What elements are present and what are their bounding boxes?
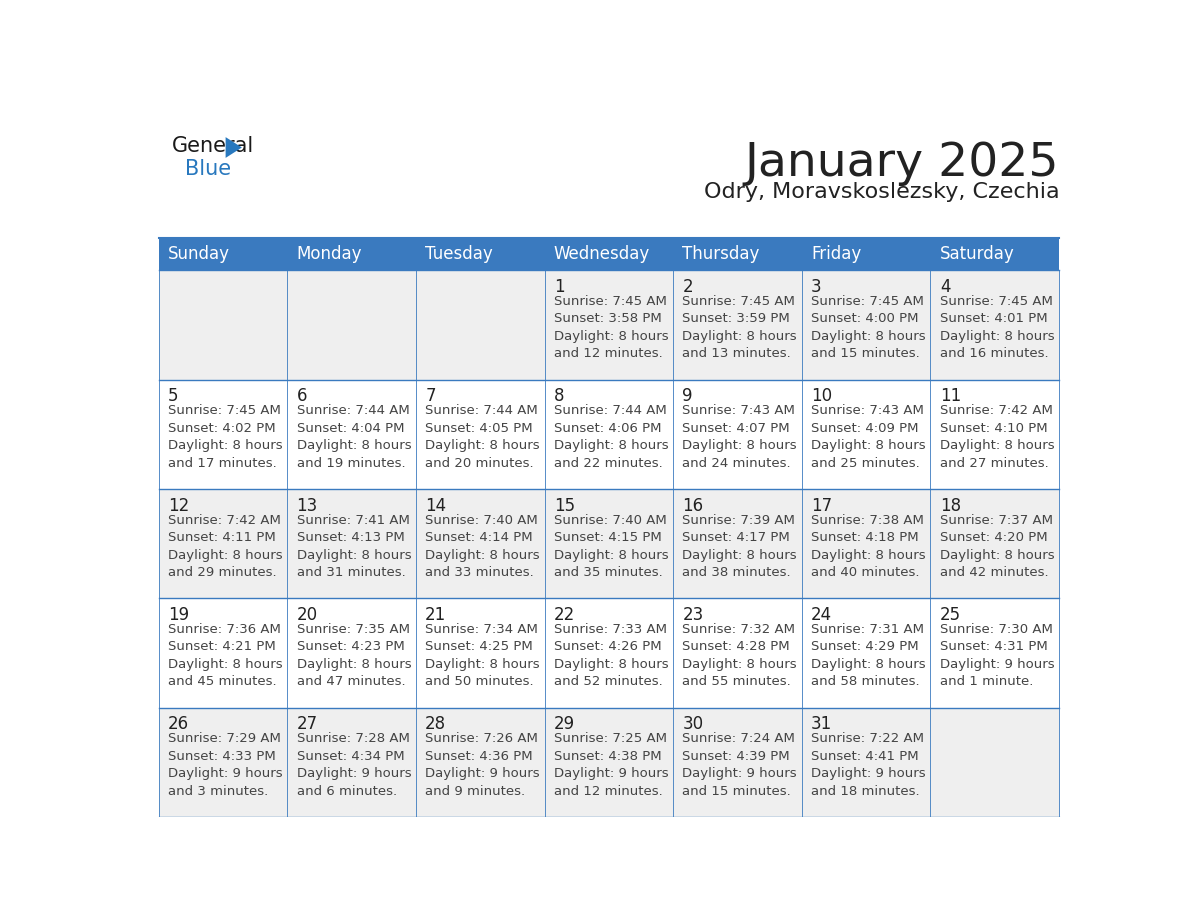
Text: Sunrise: 7:35 AM
Sunset: 4:23 PM
Daylight: 8 hours
and 47 minutes.: Sunrise: 7:35 AM Sunset: 4:23 PM Dayligh… bbox=[297, 623, 411, 688]
Text: 17: 17 bbox=[811, 497, 833, 515]
Text: Sunrise: 7:45 AM
Sunset: 3:59 PM
Daylight: 8 hours
and 13 minutes.: Sunrise: 7:45 AM Sunset: 3:59 PM Dayligh… bbox=[682, 295, 797, 361]
Text: Sunrise: 7:39 AM
Sunset: 4:17 PM
Daylight: 8 hours
and 38 minutes.: Sunrise: 7:39 AM Sunset: 4:17 PM Dayligh… bbox=[682, 514, 797, 579]
Text: 7: 7 bbox=[425, 387, 436, 406]
Text: Sunrise: 7:24 AM
Sunset: 4:39 PM
Daylight: 9 hours
and 15 minutes.: Sunrise: 7:24 AM Sunset: 4:39 PM Dayligh… bbox=[682, 733, 797, 798]
Text: Sunrise: 7:41 AM
Sunset: 4:13 PM
Daylight: 8 hours
and 31 minutes.: Sunrise: 7:41 AM Sunset: 4:13 PM Dayligh… bbox=[297, 514, 411, 579]
Text: Blue: Blue bbox=[185, 159, 230, 179]
Text: Sunrise: 7:45 AM
Sunset: 3:58 PM
Daylight: 8 hours
and 12 minutes.: Sunrise: 7:45 AM Sunset: 3:58 PM Dayligh… bbox=[554, 295, 669, 361]
Text: 30: 30 bbox=[682, 715, 703, 733]
Text: Sunrise: 7:28 AM
Sunset: 4:34 PM
Daylight: 9 hours
and 6 minutes.: Sunrise: 7:28 AM Sunset: 4:34 PM Dayligh… bbox=[297, 733, 411, 798]
Text: Sunrise: 7:42 AM
Sunset: 4:11 PM
Daylight: 8 hours
and 29 minutes.: Sunrise: 7:42 AM Sunset: 4:11 PM Dayligh… bbox=[168, 514, 283, 579]
Text: Sunrise: 7:40 AM
Sunset: 4:15 PM
Daylight: 8 hours
and 35 minutes.: Sunrise: 7:40 AM Sunset: 4:15 PM Dayligh… bbox=[554, 514, 669, 579]
Text: Sunrise: 7:44 AM
Sunset: 4:04 PM
Daylight: 8 hours
and 19 minutes.: Sunrise: 7:44 AM Sunset: 4:04 PM Dayligh… bbox=[297, 404, 411, 470]
Text: Sunrise: 7:29 AM
Sunset: 4:33 PM
Daylight: 9 hours
and 3 minutes.: Sunrise: 7:29 AM Sunset: 4:33 PM Dayligh… bbox=[168, 733, 283, 798]
Text: 26: 26 bbox=[168, 715, 189, 733]
Text: 13: 13 bbox=[297, 497, 317, 515]
Text: Sunday: Sunday bbox=[168, 245, 229, 263]
Text: Monday: Monday bbox=[297, 245, 362, 263]
Text: 25: 25 bbox=[940, 606, 961, 624]
Text: Sunrise: 7:43 AM
Sunset: 4:07 PM
Daylight: 8 hours
and 24 minutes.: Sunrise: 7:43 AM Sunset: 4:07 PM Dayligh… bbox=[682, 404, 797, 470]
Text: 6: 6 bbox=[297, 387, 307, 406]
Text: 10: 10 bbox=[811, 387, 833, 406]
Text: Tuesday: Tuesday bbox=[425, 245, 493, 263]
Text: 19: 19 bbox=[168, 606, 189, 624]
Text: 16: 16 bbox=[682, 497, 703, 515]
Text: 28: 28 bbox=[425, 715, 447, 733]
Text: Sunrise: 7:45 AM
Sunset: 4:02 PM
Daylight: 8 hours
and 17 minutes.: Sunrise: 7:45 AM Sunset: 4:02 PM Dayligh… bbox=[168, 404, 283, 470]
Text: Saturday: Saturday bbox=[940, 245, 1015, 263]
Text: 23: 23 bbox=[682, 606, 703, 624]
Polygon shape bbox=[226, 137, 242, 158]
Text: 12: 12 bbox=[168, 497, 189, 515]
Text: 21: 21 bbox=[425, 606, 447, 624]
Text: 5: 5 bbox=[168, 387, 178, 406]
Text: Sunrise: 7:33 AM
Sunset: 4:26 PM
Daylight: 8 hours
and 52 minutes.: Sunrise: 7:33 AM Sunset: 4:26 PM Dayligh… bbox=[554, 623, 669, 688]
Text: Sunrise: 7:45 AM
Sunset: 4:00 PM
Daylight: 8 hours
and 15 minutes.: Sunrise: 7:45 AM Sunset: 4:00 PM Dayligh… bbox=[811, 295, 925, 361]
Text: 1: 1 bbox=[554, 278, 564, 296]
Text: 31: 31 bbox=[811, 715, 833, 733]
Text: 11: 11 bbox=[940, 387, 961, 406]
Text: Sunrise: 7:26 AM
Sunset: 4:36 PM
Daylight: 9 hours
and 9 minutes.: Sunrise: 7:26 AM Sunset: 4:36 PM Dayligh… bbox=[425, 733, 539, 798]
Bar bbox=[158, 380, 1060, 489]
Bar bbox=[158, 599, 1060, 708]
Text: Sunrise: 7:45 AM
Sunset: 4:01 PM
Daylight: 8 hours
and 16 minutes.: Sunrise: 7:45 AM Sunset: 4:01 PM Dayligh… bbox=[940, 295, 1055, 361]
Bar bbox=[158, 489, 1060, 599]
Text: January 2025: January 2025 bbox=[745, 141, 1060, 186]
Text: 15: 15 bbox=[554, 497, 575, 515]
Text: 3: 3 bbox=[811, 278, 822, 296]
Text: 18: 18 bbox=[940, 497, 961, 515]
Text: Sunrise: 7:34 AM
Sunset: 4:25 PM
Daylight: 8 hours
and 50 minutes.: Sunrise: 7:34 AM Sunset: 4:25 PM Dayligh… bbox=[425, 623, 539, 688]
Text: Sunrise: 7:42 AM
Sunset: 4:10 PM
Daylight: 8 hours
and 27 minutes.: Sunrise: 7:42 AM Sunset: 4:10 PM Dayligh… bbox=[940, 404, 1055, 470]
Text: 22: 22 bbox=[554, 606, 575, 624]
Text: Sunrise: 7:44 AM
Sunset: 4:06 PM
Daylight: 8 hours
and 22 minutes.: Sunrise: 7:44 AM Sunset: 4:06 PM Dayligh… bbox=[554, 404, 669, 470]
Text: 2: 2 bbox=[682, 278, 693, 296]
Text: Sunrise: 7:36 AM
Sunset: 4:21 PM
Daylight: 8 hours
and 45 minutes.: Sunrise: 7:36 AM Sunset: 4:21 PM Dayligh… bbox=[168, 623, 283, 688]
Text: Sunrise: 7:32 AM
Sunset: 4:28 PM
Daylight: 8 hours
and 55 minutes.: Sunrise: 7:32 AM Sunset: 4:28 PM Dayligh… bbox=[682, 623, 797, 688]
Text: Sunrise: 7:37 AM
Sunset: 4:20 PM
Daylight: 8 hours
and 42 minutes.: Sunrise: 7:37 AM Sunset: 4:20 PM Dayligh… bbox=[940, 514, 1055, 579]
Text: Odry, Moravskoslezsky, Czechia: Odry, Moravskoslezsky, Czechia bbox=[703, 182, 1060, 202]
Text: Sunrise: 7:43 AM
Sunset: 4:09 PM
Daylight: 8 hours
and 25 minutes.: Sunrise: 7:43 AM Sunset: 4:09 PM Dayligh… bbox=[811, 404, 925, 470]
Bar bbox=[158, 708, 1060, 817]
Text: Sunrise: 7:31 AM
Sunset: 4:29 PM
Daylight: 8 hours
and 58 minutes.: Sunrise: 7:31 AM Sunset: 4:29 PM Dayligh… bbox=[811, 623, 925, 688]
Text: 4: 4 bbox=[940, 278, 950, 296]
Text: 8: 8 bbox=[554, 387, 564, 406]
Text: 14: 14 bbox=[425, 497, 447, 515]
Text: 20: 20 bbox=[297, 606, 317, 624]
Text: 29: 29 bbox=[554, 715, 575, 733]
Bar bbox=[158, 238, 1060, 270]
Text: Wednesday: Wednesday bbox=[554, 245, 650, 263]
Text: Sunrise: 7:44 AM
Sunset: 4:05 PM
Daylight: 8 hours
and 20 minutes.: Sunrise: 7:44 AM Sunset: 4:05 PM Dayligh… bbox=[425, 404, 539, 470]
Text: General: General bbox=[172, 136, 254, 155]
Bar bbox=[158, 270, 1060, 380]
Text: Sunrise: 7:30 AM
Sunset: 4:31 PM
Daylight: 9 hours
and 1 minute.: Sunrise: 7:30 AM Sunset: 4:31 PM Dayligh… bbox=[940, 623, 1055, 688]
Text: Sunrise: 7:22 AM
Sunset: 4:41 PM
Daylight: 9 hours
and 18 minutes.: Sunrise: 7:22 AM Sunset: 4:41 PM Dayligh… bbox=[811, 733, 925, 798]
Text: 24: 24 bbox=[811, 606, 833, 624]
Text: 9: 9 bbox=[682, 387, 693, 406]
Text: Sunrise: 7:40 AM
Sunset: 4:14 PM
Daylight: 8 hours
and 33 minutes.: Sunrise: 7:40 AM Sunset: 4:14 PM Dayligh… bbox=[425, 514, 539, 579]
Text: 27: 27 bbox=[297, 715, 317, 733]
Text: Sunrise: 7:25 AM
Sunset: 4:38 PM
Daylight: 9 hours
and 12 minutes.: Sunrise: 7:25 AM Sunset: 4:38 PM Dayligh… bbox=[554, 733, 669, 798]
Text: Sunrise: 7:38 AM
Sunset: 4:18 PM
Daylight: 8 hours
and 40 minutes.: Sunrise: 7:38 AM Sunset: 4:18 PM Dayligh… bbox=[811, 514, 925, 579]
Text: Thursday: Thursday bbox=[682, 245, 760, 263]
Text: Friday: Friday bbox=[811, 245, 861, 263]
